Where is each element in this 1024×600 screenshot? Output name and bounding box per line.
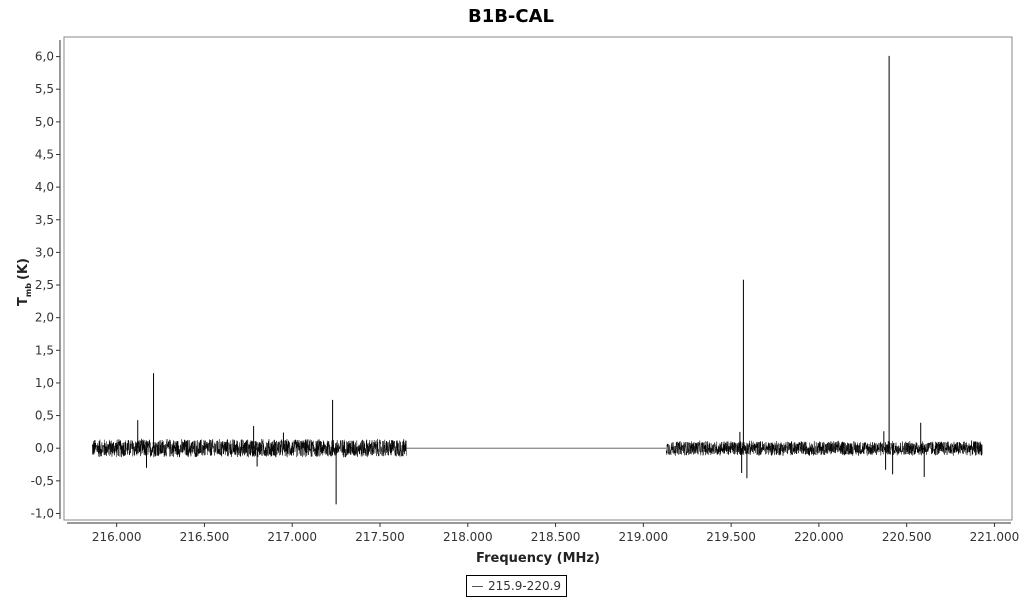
legend-line-swatch <box>472 585 483 587</box>
y-tick-label: -1,0 <box>31 506 54 520</box>
x-tick-label: 218.000 <box>443 530 493 544</box>
y-tick-label: 5,5 <box>35 82 54 96</box>
x-tick-label: 219.500 <box>706 530 756 544</box>
series-215-9-220-9 <box>91 55 983 505</box>
y-axis-title: Tmb (K) <box>16 258 33 306</box>
x-axis-title: Frequency (MHz) <box>476 551 600 566</box>
x-tick-label: 219.000 <box>619 530 669 544</box>
y-tick-label: 4,5 <box>35 147 54 161</box>
spectrum-noise-segment-1 <box>91 438 407 458</box>
y-tick-label: 1,5 <box>35 343 54 357</box>
plot-area-frame <box>63 36 1013 521</box>
y-tick-label: 2,5 <box>35 278 54 292</box>
spectrum-noise-segment-2 <box>665 440 983 456</box>
chart-legend: 215.9-220.9 <box>466 575 568 597</box>
y-axis-title-unit: (K) <box>16 258 31 280</box>
x-tick-label: 216.500 <box>180 530 230 544</box>
y-tick-label: 0,0 <box>35 441 54 455</box>
chart-title: B1B-CAL <box>468 6 554 27</box>
y-tick-label: 2,0 <box>35 311 54 325</box>
x-tick-label: 217.000 <box>267 530 317 544</box>
x-tick-label: 221.000 <box>970 530 1020 544</box>
y-tick-label: 4,0 <box>35 180 54 194</box>
y-tick-label: 3,0 <box>35 245 54 259</box>
legend-label: 215.9-220.9 <box>488 579 562 593</box>
x-tick-label: 218.500 <box>531 530 581 544</box>
x-axis-ticks: 216.000 216.500 217.000 217.500 218.000 218.5… <box>92 523 1019 544</box>
y-tick-label: 6,0 <box>35 50 54 64</box>
y-tick-label: 1,0 <box>35 376 54 390</box>
y-axis-title-main: T <box>16 297 31 306</box>
y-axis-title-subscript: mb <box>24 283 33 297</box>
y-tick-label: 3,5 <box>35 213 54 227</box>
x-tick-label: 216.000 <box>92 530 142 544</box>
x-tick-label: 217.500 <box>355 530 405 544</box>
y-tick-label: 5,0 <box>35 115 54 129</box>
y-axis-ticks: -1,0 -0,5 0,0 0,5 1,0 1,5 2,0 2,5 3,0 3,5 4,0 4,5 5,… <box>31 50 60 520</box>
y-tick-label: 0,5 <box>35 409 54 423</box>
x-tick-label: 220.500 <box>882 530 932 544</box>
y-tick-label: -0,5 <box>31 474 54 488</box>
x-tick-label: 220.000 <box>794 530 844 544</box>
